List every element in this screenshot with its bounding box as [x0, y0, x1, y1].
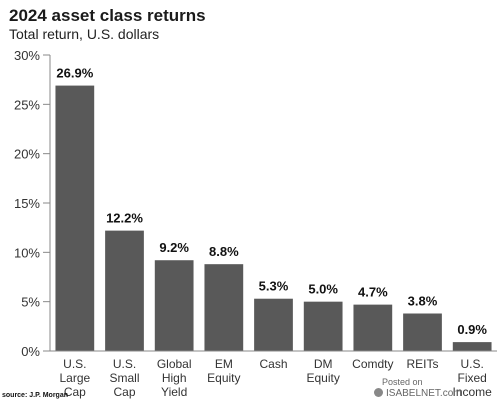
watermark-logo-icon — [374, 388, 383, 397]
x-tick-label: DM Equity — [306, 357, 339, 385]
bar — [105, 230, 144, 351]
x-tick-label-line: Comdty — [352, 357, 393, 371]
y-tick-label: 15% — [14, 196, 40, 211]
bar — [353, 304, 393, 351]
x-tick-label-line: U.S. — [113, 357, 136, 371]
data-label: 5.0% — [308, 282, 338, 297]
x-tick-label-line: Small — [109, 371, 139, 385]
data-label: 3.8% — [408, 294, 438, 309]
x-tick-label-line: Global — [157, 357, 192, 371]
y-tick-label: 0% — [21, 344, 40, 359]
x-tick-label: U.S. Fixed Income — [452, 357, 492, 399]
x-tick-label-line: High — [162, 371, 187, 385]
bar — [55, 85, 95, 351]
x-tick-label-line: Fixed — [457, 371, 486, 385]
y-tick-label: 5% — [21, 295, 40, 310]
x-tick-label-line: U.S. — [63, 357, 86, 371]
bar — [254, 298, 293, 351]
x-tick-label: U.S. Large Cap — [59, 357, 90, 399]
bar — [204, 264, 244, 351]
x-tick-label-line: EM — [215, 357, 233, 371]
x-tick-label: Global High Yield — [157, 357, 192, 399]
data-label: 5.3% — [259, 279, 289, 294]
x-tick-label: REITs — [406, 357, 438, 371]
bar — [154, 260, 194, 351]
data-label: 9.2% — [159, 240, 189, 255]
data-label: 8.8% — [209, 244, 239, 259]
data-label: 26.9% — [56, 66, 93, 81]
x-tick-label-line: U.S. — [460, 357, 483, 371]
watermark-site: ISABELNET.com — [374, 388, 462, 399]
data-label: 4.7% — [358, 285, 388, 300]
y-tick-label: 25% — [14, 97, 40, 112]
x-tick-label: Comdty — [352, 357, 393, 371]
x-tick-label-line: Large — [59, 371, 90, 385]
x-tick-label-line: DM — [314, 357, 333, 371]
x-tick-label: Cash — [259, 357, 287, 371]
x-tick-label-line: Yield — [161, 385, 187, 399]
x-tick-label-line: Cap — [113, 385, 135, 399]
x-tick-label-line: Equity — [207, 371, 240, 385]
watermark-posted-on: Posted on — [382, 377, 423, 387]
data-label: 0.9% — [457, 322, 487, 337]
x-tick-label: U.S. Small Cap — [109, 357, 139, 399]
data-label: 12.2% — [106, 211, 143, 226]
y-tick-label: 10% — [14, 245, 40, 260]
x-tick-label-line: Cap — [64, 385, 86, 399]
chart-subtitle: Total return, U.S. dollars — [9, 26, 160, 42]
watermark-site-text: ISABELNET.com — [386, 388, 462, 399]
y-tick-label: 20% — [14, 147, 40, 162]
watermark: Posted on ISABELNET.com — [374, 377, 494, 401]
chart-title: 2024 asset class returns — [9, 6, 206, 25]
source-note: source: J.P. Morgan — [2, 392, 69, 399]
x-tick-label-line: Equity — [306, 371, 339, 385]
x-tick-label-line: Income — [452, 385, 492, 399]
y-tick-label: 30% — [14, 48, 40, 63]
x-tick-label: EM Equity — [207, 357, 240, 385]
x-tick-label-line: Cash — [259, 357, 287, 371]
bar — [403, 313, 442, 351]
bar — [303, 301, 343, 351]
bar — [452, 342, 492, 351]
x-tick-label-line: REITs — [406, 357, 438, 371]
